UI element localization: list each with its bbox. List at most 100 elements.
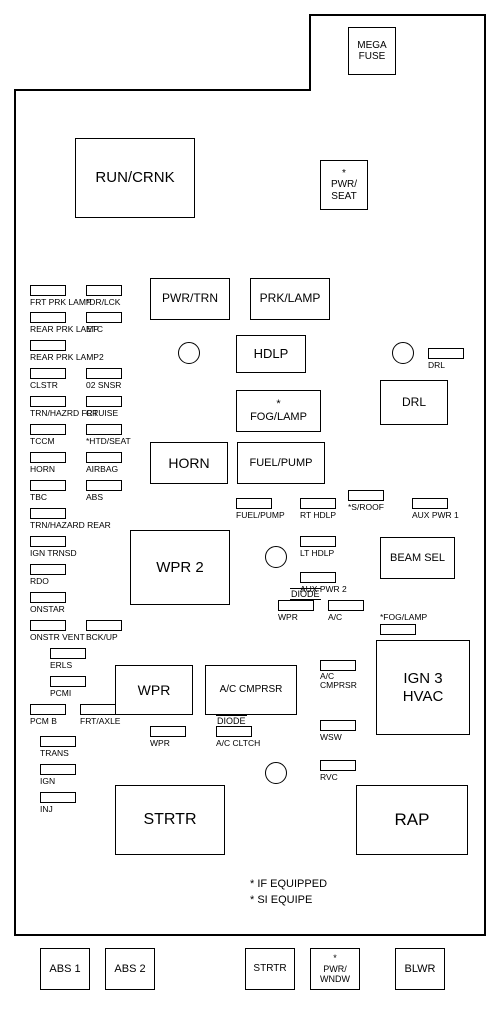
relay-fog-lamp: *FOG/LAMP [236,390,321,432]
fuse-label-f37: A/C [328,612,342,622]
fuse-f21 [86,620,122,631]
fuse-label-f16: TRN/HAZARD REAR [30,520,111,530]
fuse-label-f41: A/C CLTCH [216,738,260,748]
fuse-f1 [30,285,66,296]
relay-fuel-pump: FUEL/PUMP [237,442,325,484]
fuse-label-f32: *S/ROOF [348,502,384,512]
fuse-f16 [30,508,66,519]
fuse-label-f33: AUX PWR 1 [412,510,459,520]
fuse-label-f27: IGN [40,776,55,786]
fuse-f36 [278,600,314,611]
hole-c2 [392,342,414,364]
diode-label-d1: DIODE [290,588,321,600]
fuse-label-f13: AIRBAG [86,464,118,474]
diode-label-d2: DIODE [216,715,247,727]
relay-prk-lamp: PRK/LAMP [250,278,330,320]
fuse-f23 [50,676,86,687]
relay-ign3-hvac: IGN 3HVAC [376,640,470,735]
hole-c1 [178,342,200,364]
fuse-label-f1: FRT PRK LAMP [30,297,92,307]
fuse-f13 [86,452,122,463]
fuse-f8 [30,396,66,407]
fuse-f20 [30,620,66,631]
fuse-label-f31: RT HDLP [300,510,336,520]
fuse-label-f22: ERLS [50,660,72,670]
fuse-label-f20: ONSTR VENT [30,632,85,642]
fuse-label-f36: WPR [278,612,298,622]
fuse-f30 [236,498,272,509]
fuse-f43 [320,760,356,771]
fuse-f11 [86,424,122,435]
fuse-label-f23: PCMI [50,688,71,698]
fuse-f14 [30,480,66,491]
fuse-label-f28: INJ [40,804,53,814]
fuse-f39 [320,660,356,671]
relay-horn-relay: HORN [150,442,228,484]
fuse-f35 [300,572,336,583]
fuse-f9 [86,396,122,407]
fuse-f40 [150,726,186,737]
fuse-label-f29: DRL [428,360,445,370]
hole-c3 [265,546,287,568]
fuse-label-f4: ETC [86,324,103,334]
fuse-f4 [86,312,122,323]
fuse-f37 [328,600,364,611]
relay-run-crnk: RUN/CRNK [75,138,195,218]
relay-strtr: STRTR [115,785,225,855]
fuse-f24 [30,704,66,715]
fuse-label-f18: RDO [30,576,49,586]
fuse-label-f2: *DR/LCK [86,297,120,307]
fuse-label-f26: TRANS [40,748,69,758]
fuse-label-f15: ABS [86,492,103,502]
fuse-f42 [320,720,356,731]
relay-pwr-trn: PWR/TRN [150,278,230,320]
fuse-label-f25: FRT/AXLE [80,716,120,726]
relay-wpr2: WPR 2 [130,530,230,605]
fuse-f6 [30,368,66,379]
note-line2: * SI EQUIPE [250,894,312,906]
fuse-label-f43: RVC [320,772,338,782]
fuse-f17 [30,536,66,547]
relay-pwr-seat: *PWR/SEAT [320,160,368,210]
relay-blwr: BLWR [395,948,445,990]
fuse-f2 [86,285,122,296]
fuse-f22 [50,648,86,659]
fuse-f15 [86,480,122,491]
relay-pwr-wndw: *PWR/WNDW [310,948,360,990]
fuse-label-f7: 02 SNSR [86,380,121,390]
fuse-f25 [80,704,116,715]
relay-ac-cmprsr: A/C CMPRSR [205,665,297,715]
fuse-f33 [412,498,448,509]
fuse-label-f34: LT HDLP [300,548,334,558]
fuse-f12 [30,452,66,463]
fuse-f29 [428,348,464,359]
relay-abs1: ABS 1 [40,948,90,990]
fuse-f19 [30,592,66,603]
fuse-label-f9: CRUISE [86,408,118,418]
fuse-f7 [86,368,122,379]
fuse-label-f5: REAR PRK LAMP2 [30,352,104,362]
relay-abs2: ABS 2 [105,948,155,990]
relay-wpr-relay: WPR [115,665,193,715]
fuse-f38 [380,624,416,635]
relay-beam-sel: BEAM SEL [380,537,455,579]
relay-strtr-btm: STRTR [245,948,295,990]
fuse-f26 [40,736,76,747]
fuse-label-f17: IGN TRNSD [30,548,77,558]
fuse-f28 [40,792,76,803]
fuse-label-f38: *FOG/LAMP [380,612,427,622]
fuse-label-f24: PCM B [30,716,57,726]
fuse-f31 [300,498,336,509]
fuse-f10 [30,424,66,435]
hole-c4 [265,762,287,784]
fuse-label-f12: HORN [30,464,55,474]
relay-mega-fuse: MEGAFUSE [348,27,396,75]
fuse-f18 [30,564,66,575]
relay-rap: RAP [356,785,468,855]
fuse-label-f21: BCK/UP [86,632,118,642]
fuse-label-f14: TBC [30,492,47,502]
fuse-label-f19: ONSTAR [30,604,65,614]
fuse-label-f10: TCCM [30,436,55,446]
fuse-label-f30: FUEL/PUMP [236,510,285,520]
fuse-label-f11: *HTD/SEAT [86,436,131,446]
